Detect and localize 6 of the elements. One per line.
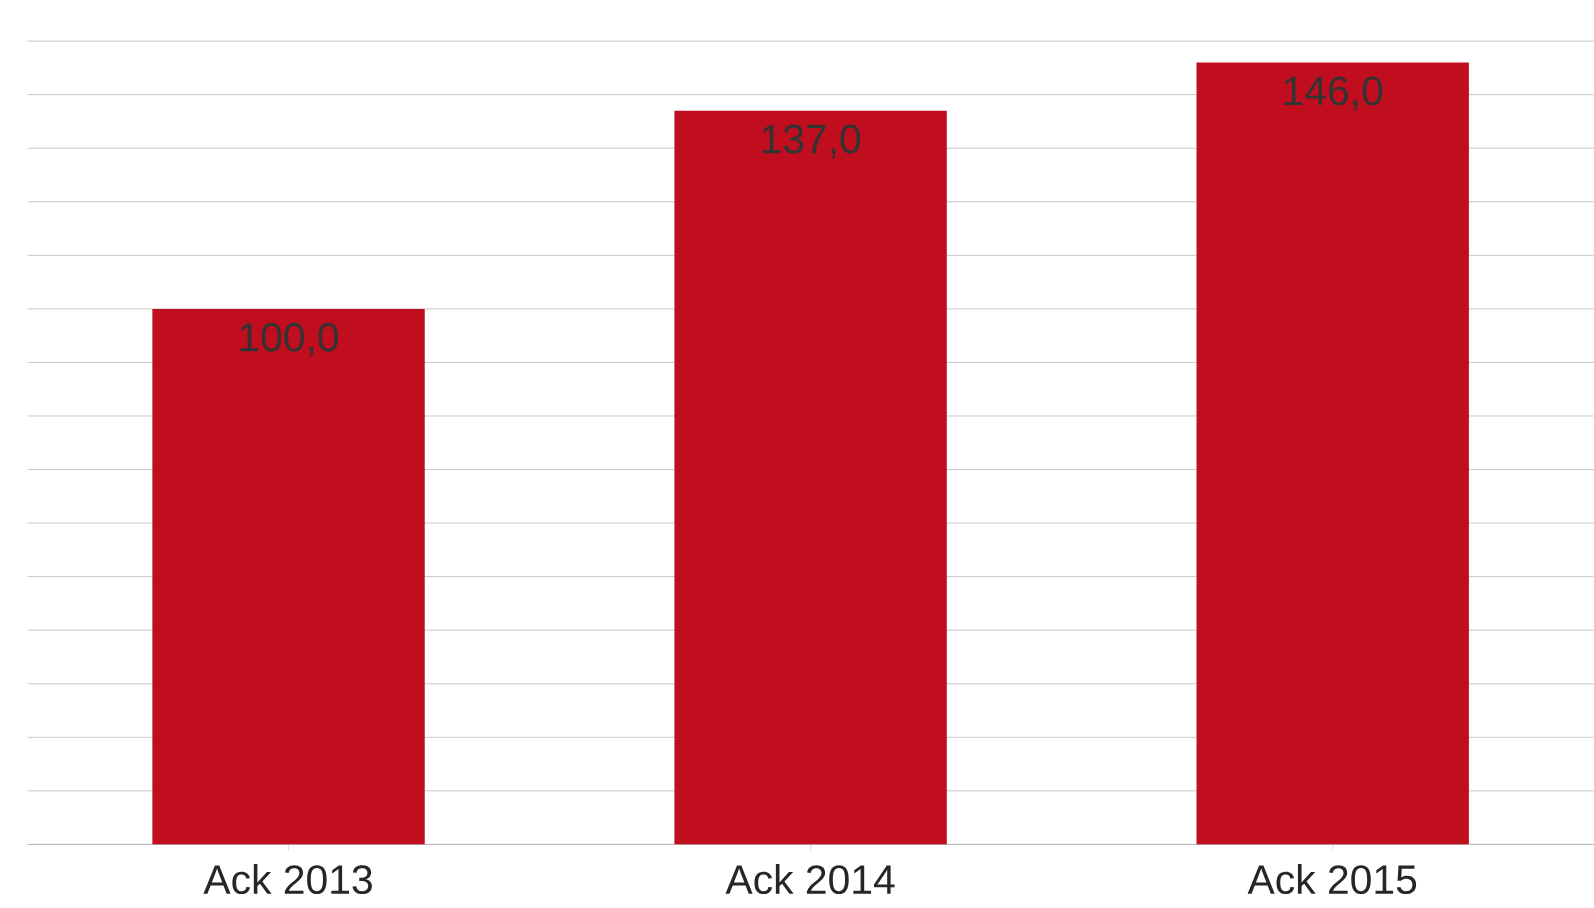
x-tick-label: Ack 2013 — [203, 864, 372, 895]
data-label: 146,0 — [1284, 76, 1383, 111]
x-tick-label: Ack 2014 — [725, 864, 895, 895]
data-label: 100,0 — [240, 322, 339, 357]
x-tick-label: Ack 2015 — [1247, 864, 1417, 895]
data-label: 137,0 — [762, 124, 861, 159]
